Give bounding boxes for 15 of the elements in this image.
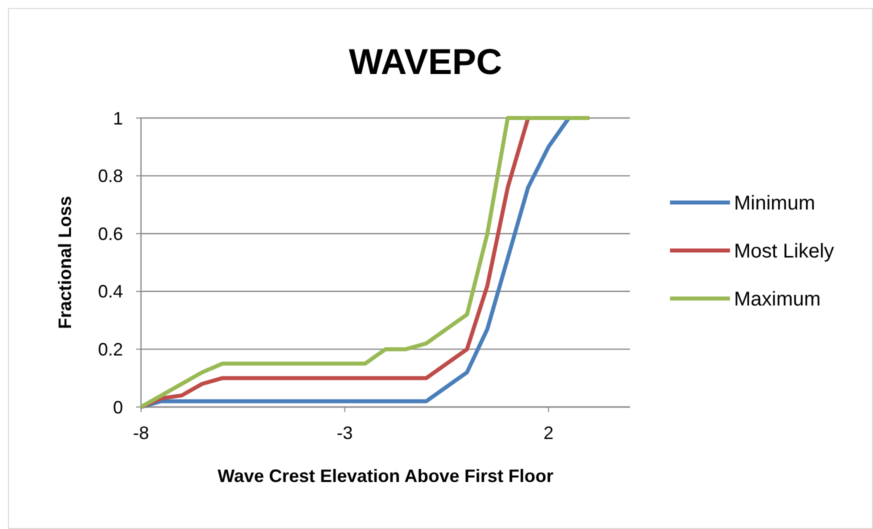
y-axis-title: Fractional Loss (55, 196, 75, 330)
legend-label: Maximum (734, 288, 821, 310)
y-tick-label: 0.8 (98, 166, 123, 186)
y-tick-label: 0.2 (98, 340, 123, 360)
x-tick-label: -3 (336, 423, 353, 443)
x-tick-label: 2 (543, 423, 554, 443)
y-tick-label: 0 (112, 397, 123, 418)
y-tick-label: 0.6 (98, 224, 123, 244)
legend-label: Most Likely (734, 240, 834, 262)
x-axis-title: Wave Crest Elevation Above First Floor (218, 466, 554, 486)
y-tick-label: 0.4 (98, 282, 123, 302)
y-tick-label: 1 (112, 108, 123, 128)
chart-title: WAVEPC (348, 41, 502, 82)
x-tick-label: -8 (132, 423, 150, 443)
legend-label: Minimum (734, 192, 816, 214)
